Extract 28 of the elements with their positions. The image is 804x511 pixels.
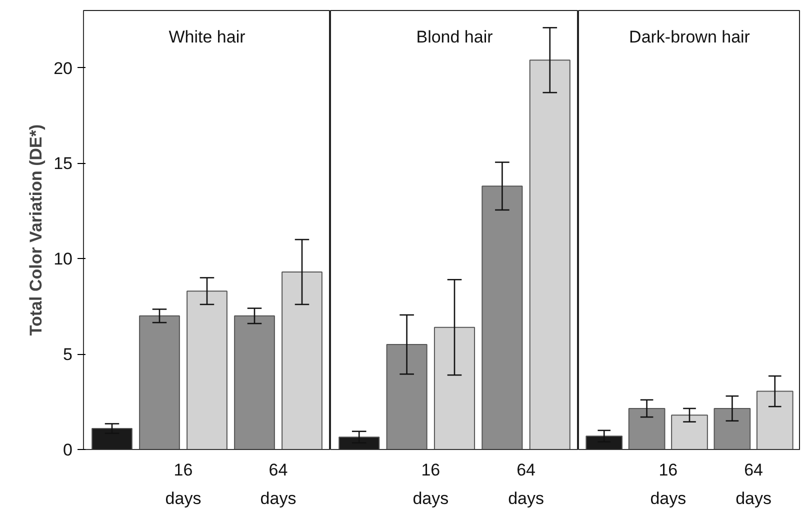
bar bbox=[386, 344, 428, 450]
bar bbox=[282, 271, 322, 450]
x-tick-label: 64 days bbox=[736, 460, 772, 508]
x-tick-label: 64 days bbox=[508, 460, 544, 508]
bar bbox=[628, 408, 666, 450]
x-tick-label: 16 days bbox=[650, 460, 686, 508]
x-tick-label: 16 days bbox=[165, 460, 202, 508]
bar bbox=[434, 326, 476, 450]
bar bbox=[139, 315, 180, 450]
bar bbox=[529, 60, 570, 450]
y-tick-label: 0 bbox=[63, 440, 73, 460]
bar bbox=[186, 290, 228, 450]
bar bbox=[482, 186, 523, 450]
y-tick-label: 10 bbox=[54, 250, 73, 269]
x-tick-label: 16 days bbox=[412, 460, 449, 508]
text: Blond hair bbox=[416, 28, 494, 46]
text: White hair bbox=[168, 28, 246, 46]
bar bbox=[234, 315, 275, 450]
y-tick-label: 15 bbox=[54, 154, 73, 174]
x-tick-label: 64 days bbox=[260, 460, 296, 508]
y-axis-title: Total Color Variation (DE*) bbox=[26, 124, 46, 336]
bar bbox=[714, 408, 751, 450]
y-tick-label: 5 bbox=[63, 345, 73, 364]
y-tick-label: 20 bbox=[54, 58, 73, 78]
bar bbox=[671, 414, 708, 450]
bar bbox=[756, 390, 794, 450]
text: Dark-brown hair bbox=[629, 28, 750, 46]
bar bbox=[92, 428, 132, 450]
